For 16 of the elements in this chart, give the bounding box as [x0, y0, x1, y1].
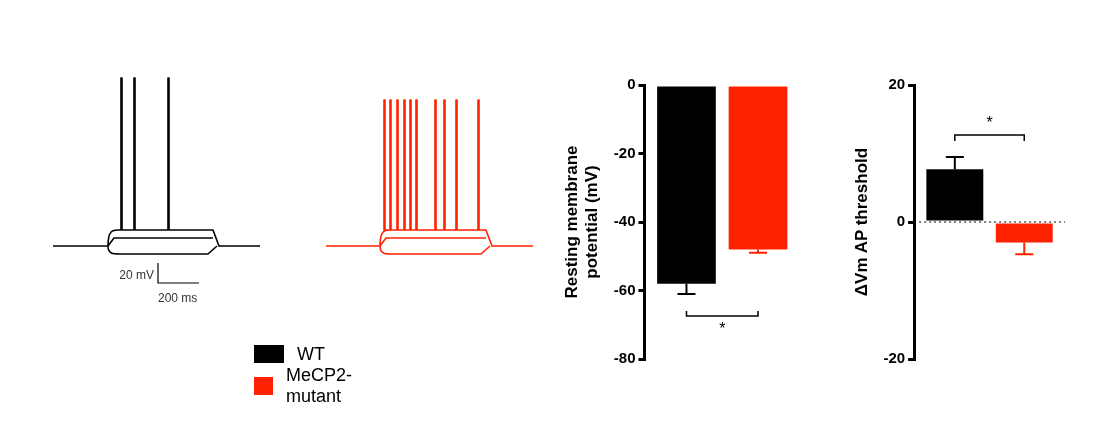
legend-label: MeCP2-mutant [286, 365, 354, 407]
text: 200 ms [158, 291, 198, 305]
y-tick-label: 0 [627, 75, 636, 93]
annotation: * [719, 320, 726, 338]
y-tick-label: -20 [883, 349, 906, 367]
y-axis-title: ΔVm AP threshold [851, 147, 871, 297]
y-tick-label: -80 [613, 349, 636, 367]
legend-label: WT [296, 343, 325, 365]
y-tick-label: -20 [613, 143, 636, 161]
y-tick-label: 20 [888, 75, 906, 93]
y-axis-title: Resting membrane potential (mV) [561, 145, 602, 299]
annotation: * [986, 114, 993, 132]
y-tick-label: -60 [613, 280, 636, 298]
text: 20 mV [119, 268, 154, 282]
y-tick-label: 0 [896, 212, 906, 230]
y-tick-label: -40 [613, 212, 636, 230]
